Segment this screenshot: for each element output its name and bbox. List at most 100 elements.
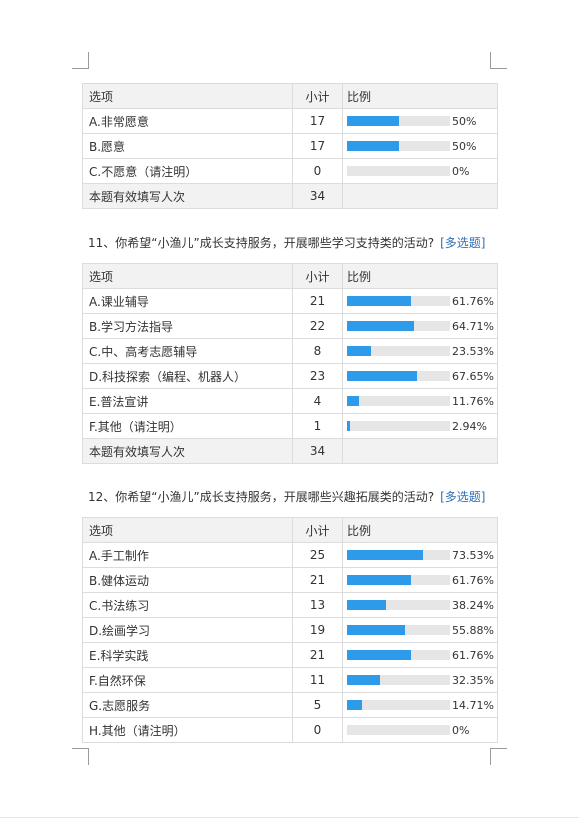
page-corner-mark-bottom-right <box>490 748 507 765</box>
option-count: 23 <box>292 363 343 389</box>
ratio-bar-fill <box>347 116 399 126</box>
option-row: H.其他（请注明） 0 0% <box>82 717 498 743</box>
option-label: C.不愿意（请注明） <box>82 158 293 184</box>
option-label: E.普法宣讲 <box>82 388 293 414</box>
option-count: 21 <box>292 642 343 668</box>
ratio-bar-track <box>347 396 450 406</box>
ratio-bar-group: 73.53% <box>347 549 497 562</box>
question-12-text: 12、你希望“小渔儿”成长支持服务，开展哪些兴趣拓展类的活动? <box>88 490 435 504</box>
ratio-bar-group: 38.24% <box>347 599 497 612</box>
header-count: 小计 <box>292 83 343 109</box>
option-ratio: 73.53% <box>342 542 498 568</box>
ratio-bar-fill <box>347 600 386 610</box>
total-label: 本题有效填写人次 <box>82 438 293 464</box>
option-ratio: 64.71% <box>342 313 498 339</box>
ratio-percent: 14.71% <box>452 698 494 712</box>
option-count: 13 <box>292 592 343 618</box>
ratio-bar-fill <box>347 550 423 560</box>
header-count: 小计 <box>292 517 343 543</box>
ratio-bar-track <box>347 575 450 585</box>
option-label: A.手工制作 <box>82 542 293 568</box>
total-ratio-empty <box>342 438 498 464</box>
option-count: 1 <box>292 413 343 439</box>
option-ratio: 61.76% <box>342 642 498 668</box>
ratio-bar-group: 61.76% <box>347 574 497 587</box>
table-header-row: 选项 小计 比例 <box>82 83 498 109</box>
option-count: 5 <box>292 692 343 718</box>
option-ratio: 38.24% <box>342 592 498 618</box>
table-header-row: 选项 小计 比例 <box>82 263 498 289</box>
total-count: 34 <box>292 438 343 464</box>
ratio-bar-fill <box>347 675 380 685</box>
option-row: E.科学实践 21 61.76% <box>82 642 498 668</box>
option-row: A.手工制作 25 73.53% <box>82 542 498 568</box>
question-11-title: 11、你希望“小渔儿”成长支持服务，开展哪些学习支持类的活动? [多选题] <box>88 234 485 251</box>
total-row: 本题有效填写人次 34 <box>82 183 498 209</box>
question-12-type-link[interactable]: [多选题] <box>440 490 486 504</box>
ratio-bar-track <box>347 725 450 735</box>
ratio-bar-track <box>347 141 450 151</box>
option-count: 0 <box>292 717 343 743</box>
option-ratio: 61.76% <box>342 567 498 593</box>
header-ratio: 比例 <box>342 517 498 543</box>
ratio-percent: 11.76% <box>452 394 494 408</box>
ratio-percent: 67.65% <box>452 369 494 383</box>
header-ratio: 比例 <box>342 263 498 289</box>
option-count: 4 <box>292 388 343 414</box>
ratio-bar-group: 32.35% <box>347 674 497 687</box>
table-header-row: 选项 小计 比例 <box>82 517 498 543</box>
option-label: C.书法练习 <box>82 592 293 618</box>
ratio-percent: 61.76% <box>452 294 494 308</box>
option-label: D.绘画学习 <box>82 617 293 643</box>
option-count: 0 <box>292 158 343 184</box>
page-corner-mark-top-right <box>490 52 507 69</box>
ratio-bar-track <box>347 371 450 381</box>
option-ratio: 0% <box>342 717 498 743</box>
option-label: B.学习方法指导 <box>82 313 293 339</box>
ratio-percent: 64.71% <box>452 319 494 333</box>
ratio-bar-group: 50% <box>347 140 497 153</box>
option-label: D.科技探索（编程、机器人） <box>82 363 293 389</box>
option-ratio: 23.53% <box>342 338 498 364</box>
option-count: 17 <box>292 108 343 134</box>
option-label: G.志愿服务 <box>82 692 293 718</box>
ratio-bar-group: 23.53% <box>347 345 497 358</box>
ratio-percent: 0% <box>452 164 470 178</box>
option-row: A.非常愿意 17 50% <box>82 108 498 134</box>
ratio-bar-track <box>347 650 450 660</box>
ratio-bar-group: 55.88% <box>347 624 497 637</box>
ratio-bar-track <box>347 296 450 306</box>
ratio-bar-fill <box>347 650 411 660</box>
ratio-percent: 55.88% <box>452 623 494 637</box>
option-label: F.自然环保 <box>82 667 293 693</box>
ratio-bar-fill <box>347 625 405 635</box>
option-label: E.科学实践 <box>82 642 293 668</box>
option-count: 22 <box>292 313 343 339</box>
ratio-bar-fill <box>347 141 399 151</box>
ratio-bar-fill <box>347 371 417 381</box>
option-row: D.科技探索（编程、机器人） 23 67.65% <box>82 363 498 389</box>
option-ratio: 67.65% <box>342 363 498 389</box>
ratio-bar-group: 61.76% <box>347 295 497 308</box>
ratio-bar-fill <box>347 296 411 306</box>
question-12-title: 12、你希望“小渔儿”成长支持服务，开展哪些兴趣拓展类的活动? [多选题] <box>88 488 485 505</box>
option-label: H.其他（请注明） <box>82 717 293 743</box>
ratio-percent: 0% <box>452 723 470 737</box>
option-ratio: 61.76% <box>342 288 498 314</box>
ratio-bar-group: 50% <box>347 115 497 128</box>
total-row: 本题有效填写人次 34 <box>82 438 498 464</box>
option-label: B.愿意 <box>82 133 293 159</box>
page-corner-mark-bottom-left <box>72 748 89 765</box>
ratio-bar-fill <box>347 396 359 406</box>
ratio-bar-track <box>347 700 450 710</box>
question-11-type-link[interactable]: [多选题] <box>440 236 486 250</box>
option-row: B.愿意 17 50% <box>82 133 498 159</box>
option-count: 19 <box>292 617 343 643</box>
ratio-bar-fill <box>347 700 362 710</box>
ratio-bar-group: 0% <box>347 165 497 178</box>
ratio-bar-fill <box>347 321 414 331</box>
ratio-bar-track <box>347 321 450 331</box>
total-count: 34 <box>292 183 343 209</box>
header-count: 小计 <box>292 263 343 289</box>
ratio-bar-group: 67.65% <box>347 370 497 383</box>
